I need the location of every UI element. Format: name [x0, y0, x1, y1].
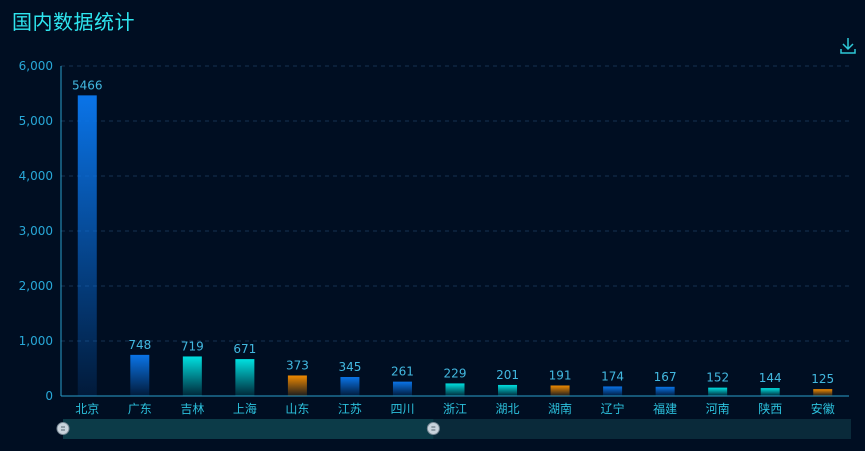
- bar[interactable]: [550, 385, 570, 396]
- value-labels: 5466 748 719 671 373 345 261 229 201 191 174 167 152…: [72, 78, 834, 386]
- y-tick-label: 2,000: [19, 279, 53, 293]
- bar[interactable]: [392, 381, 412, 396]
- x-tick-label: 北京: [75, 402, 99, 416]
- bar[interactable]: [498, 384, 518, 396]
- y-tick-label: 5,000: [19, 114, 53, 128]
- x-tick-label: 广东: [128, 402, 152, 416]
- bar[interactable]: [235, 359, 255, 396]
- x-tick-label: 湖南: [548, 401, 572, 416]
- value-label: 5466: [72, 78, 103, 92]
- bar[interactable]: [813, 389, 833, 396]
- slider-start-handle[interactable]: [56, 422, 70, 435]
- value-label: 174: [601, 369, 624, 383]
- value-label: 345: [338, 360, 361, 374]
- x-tick-label: 江苏: [338, 402, 362, 416]
- bar[interactable]: [182, 356, 202, 396]
- value-label: 167: [654, 370, 677, 384]
- bars: [77, 95, 833, 397]
- value-label: 201: [496, 368, 519, 382]
- value-label: 152: [706, 371, 729, 385]
- bar[interactable]: [760, 388, 780, 396]
- value-label: 229: [444, 366, 467, 380]
- bar[interactable]: [77, 95, 97, 397]
- bar[interactable]: [603, 386, 623, 396]
- slider-selected-range: [63, 419, 434, 439]
- x-tick-label: 上海: [233, 401, 257, 416]
- y-tick-label: 6,000: [19, 59, 53, 73]
- x-tick-label: 辽宁: [601, 401, 625, 416]
- value-label: 671: [233, 342, 256, 356]
- x-tick-label: 湖北: [496, 401, 520, 416]
- data-zoom-slider[interactable]: [56, 419, 851, 439]
- bar[interactable]: [130, 354, 150, 396]
- value-label: 261: [391, 365, 414, 379]
- x-tick-label: 福建: [653, 401, 677, 416]
- x-tick-label: 山东: [285, 402, 309, 416]
- value-label: 373: [286, 358, 309, 372]
- value-label: 125: [811, 372, 834, 386]
- y-tick-label: 1,000: [19, 334, 53, 348]
- page-title: 国内数据统计: [12, 10, 135, 34]
- grid-lines: [61, 65, 849, 342]
- x-tick-label: 四川: [390, 402, 414, 416]
- bar[interactable]: [708, 387, 728, 396]
- x-tick-label: 陕西: [758, 401, 782, 416]
- value-label: 191: [549, 368, 572, 382]
- y-tick-label: 3,000: [19, 224, 53, 238]
- x-tick-label: 河南: [706, 401, 730, 416]
- download-icon[interactable]: [838, 36, 858, 56]
- slider-end-handle[interactable]: [426, 422, 440, 435]
- value-label: 719: [181, 339, 204, 353]
- value-label: 748: [128, 338, 151, 352]
- x-tick-label: 吉林: [180, 402, 204, 416]
- bar[interactable]: [655, 386, 675, 396]
- y-tick-label: 0: [45, 389, 53, 403]
- x-tick-label: 浙江: [443, 402, 467, 416]
- bar[interactable]: [340, 377, 360, 396]
- bar[interactable]: [287, 375, 307, 396]
- x-tick-label: 安徽: [811, 401, 835, 416]
- value-label: 144: [759, 371, 782, 385]
- bar[interactable]: [445, 383, 465, 396]
- y-tick-label: 4,000: [19, 169, 53, 183]
- axes: 0 1,000 2,000 3,000 4,000 5,000 6,000 北京 广东 吉林 上海 山…: [19, 59, 849, 416]
